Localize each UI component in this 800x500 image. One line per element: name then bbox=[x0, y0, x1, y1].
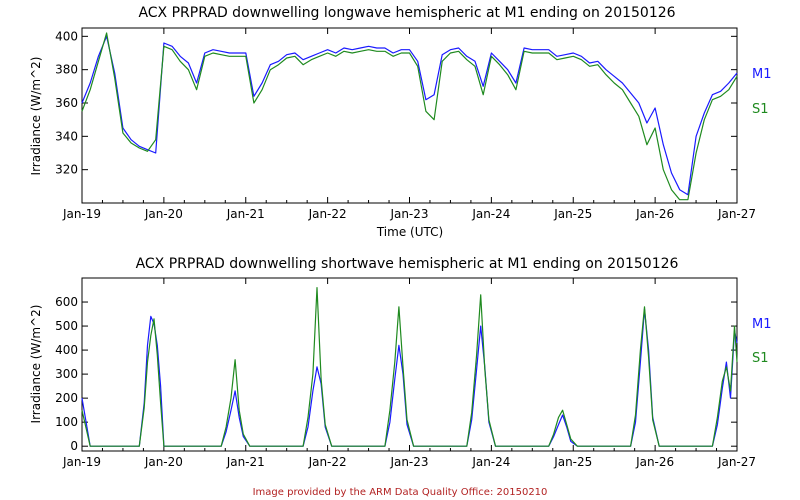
longwave-y-axis: 320 340 360 380 400 bbox=[55, 29, 737, 177]
shortwave-legend-s1: S1 bbox=[752, 351, 769, 366]
shortwave-y-tick-label: 0 bbox=[70, 439, 78, 453]
longwave-x-axis-label: Time (UTC) bbox=[376, 225, 443, 239]
longwave-x-tick-label: Jan-27 bbox=[717, 207, 756, 221]
longwave-series-m1 bbox=[81, 35, 738, 196]
longwave-series-s1 bbox=[81, 32, 738, 201]
shortwave-y-tick-label: 300 bbox=[55, 367, 78, 381]
shortwave-y-tick-label: 600 bbox=[55, 295, 78, 309]
shortwave-y-tick-label: 500 bbox=[55, 319, 78, 333]
shortwave-x-tick-label: Jan-22 bbox=[308, 455, 347, 469]
longwave-chart: ACX PRPRAD downwelling longwave hemisphe… bbox=[29, 5, 772, 239]
shortwave-x-tick-label: Jan-23 bbox=[389, 455, 428, 469]
shortwave-series-m1 bbox=[81, 308, 738, 447]
shortwave-x-tick-label: Jan-27 bbox=[717, 455, 756, 469]
longwave-y-tick-label: 380 bbox=[55, 63, 78, 77]
longwave-x-tick-label: Jan-23 bbox=[389, 207, 428, 221]
longwave-x-tick-label: Jan-19 bbox=[62, 207, 101, 221]
longwave-x-tick-label: Jan-26 bbox=[635, 207, 674, 221]
shortwave-x-tick-label: Jan-25 bbox=[553, 455, 592, 469]
longwave-legend-s1: S1 bbox=[752, 102, 769, 117]
shortwave-y-tick-label: 200 bbox=[55, 391, 78, 405]
shortwave-series bbox=[81, 287, 738, 447]
shortwave-x-tick-label: Jan-19 bbox=[62, 455, 101, 469]
longwave-x-tick-label: Jan-20 bbox=[144, 207, 183, 221]
shortwave-y-axis-label: Irradiance (W/m^2) bbox=[29, 305, 43, 424]
longwave-x-tick-label: Jan-22 bbox=[308, 207, 347, 221]
shortwave-y-tick-label: 100 bbox=[55, 415, 78, 429]
longwave-x-axis: Jan-19 Jan-20 Jan-21 Jan-22 Jan-23 Jan-24 Jan-… bbox=[62, 28, 756, 221]
longwave-series bbox=[81, 32, 738, 201]
longwave-legend-m1: M1 bbox=[752, 67, 772, 82]
longwave-y-tick-label: 360 bbox=[55, 96, 78, 110]
shortwave-legend-m1: M1 bbox=[752, 317, 772, 332]
shortwave-y-tick-label: 400 bbox=[55, 343, 78, 357]
image-credit-footer: Image provided by the ARM Data Quality O… bbox=[252, 487, 548, 498]
shortwave-x-tick-label: Jan-24 bbox=[471, 455, 510, 469]
longwave-x-tick-label: Jan-21 bbox=[226, 207, 265, 221]
shortwave-y-axis: 0 100 200 300 400 500 600 bbox=[55, 295, 737, 453]
longwave-chart-title: ACX PRPRAD downwelling longwave hemisphe… bbox=[138, 5, 675, 21]
shortwave-x-tick-label: Jan-20 bbox=[144, 455, 183, 469]
longwave-x-tick-label: Jan-24 bbox=[471, 207, 510, 221]
shortwave-x-tick-label: Jan-26 bbox=[635, 455, 674, 469]
shortwave-series-s1 bbox=[81, 287, 738, 447]
shortwave-x-axis: Jan-19 Jan-20 Jan-21 Jan-22 Jan-23 Jan-24 Jan-… bbox=[62, 278, 756, 469]
longwave-y-tick-label: 400 bbox=[55, 29, 78, 43]
shortwave-chart-title: ACX PRPRAD downwelling shortwave hemisph… bbox=[136, 256, 679, 272]
longwave-y-tick-label: 340 bbox=[55, 129, 78, 143]
longwave-x-tick-label: Jan-25 bbox=[553, 207, 592, 221]
longwave-y-axis-label: Irradiance (W/m^2) bbox=[29, 57, 43, 176]
longwave-y-tick-label: 320 bbox=[55, 163, 78, 177]
shortwave-chart: ACX PRPRAD downwelling shortwave hemisph… bbox=[29, 256, 772, 469]
shortwave-x-tick-label: Jan-21 bbox=[226, 455, 265, 469]
